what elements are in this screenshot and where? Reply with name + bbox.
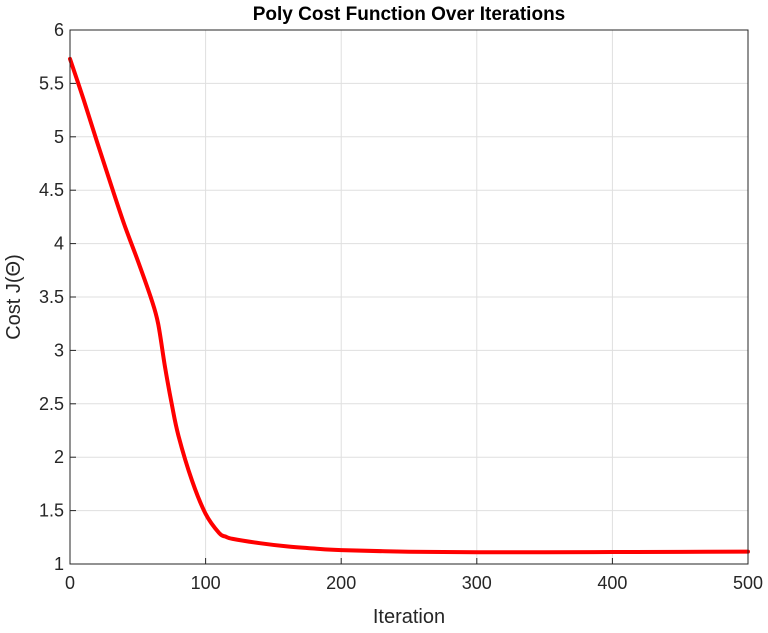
y-tick-label: 4	[54, 234, 64, 254]
y-tick-label: 6	[54, 20, 64, 40]
y-tick-label: 5	[54, 127, 64, 147]
x-tick-label: 200	[326, 573, 356, 593]
x-tick-label: 500	[733, 573, 763, 593]
y-tick-label: 1.5	[39, 501, 64, 521]
chart-title: Poly Cost Function Over Iterations	[253, 4, 566, 25]
y-tick-label: 2.5	[39, 394, 64, 414]
x-axis-label: Iteration	[373, 606, 445, 628]
y-axis-label: Cost J(Θ)	[3, 254, 25, 340]
series-layer	[68, 56, 750, 555]
x-tick-label: 0	[65, 573, 75, 593]
y-tick-label: 3.5	[39, 287, 64, 307]
y-tick-label: 4.5	[39, 180, 64, 200]
y-tick-label: 3	[54, 340, 64, 360]
x-tick-label: 300	[462, 573, 492, 593]
x-tick-label: 100	[191, 573, 221, 593]
cost-series-line	[68, 56, 750, 555]
y-tick-label: 1	[54, 554, 64, 574]
x-tick-label: 400	[597, 573, 627, 593]
tick-labels: 0 100 200 300 400 500 1 1.5 2 2.5 3 3.5 4 4.5 5 5.5 6	[39, 20, 763, 593]
ticks	[69, 29, 749, 565]
grid-lines	[70, 30, 748, 564]
y-tick-label: 2	[54, 447, 64, 467]
y-tick-label: 5.5	[39, 73, 64, 93]
